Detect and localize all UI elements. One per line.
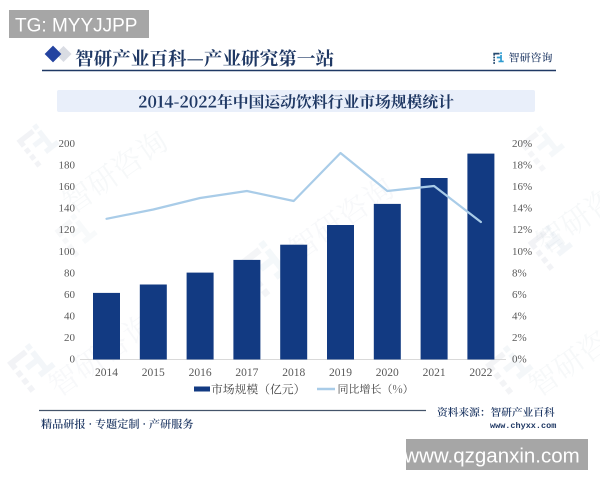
svg-text:140: 140 xyxy=(59,203,76,215)
svg-text:8%: 8% xyxy=(512,267,527,279)
svg-text:10%: 10% xyxy=(512,246,532,258)
svg-text:14%: 14% xyxy=(512,203,532,215)
svg-text:2016: 2016 xyxy=(189,367,212,379)
svg-text:40: 40 xyxy=(64,310,76,322)
svg-text:4%: 4% xyxy=(512,310,527,322)
svg-text:80: 80 xyxy=(64,267,76,279)
svg-text:160: 160 xyxy=(59,181,76,193)
svg-text:TG: MYYJJPP: TG: MYYJJPP xyxy=(15,16,137,37)
svg-text:120: 120 xyxy=(59,224,76,236)
svg-text:2017: 2017 xyxy=(235,367,258,379)
svg-text:www.qzganxin.com: www.qzganxin.com xyxy=(403,445,579,468)
svg-text:12%: 12% xyxy=(512,224,532,236)
svg-text:6%: 6% xyxy=(512,289,527,301)
svg-text:2018: 2018 xyxy=(282,367,305,379)
svg-text:60: 60 xyxy=(64,289,76,301)
svg-text:20: 20 xyxy=(64,332,76,344)
svg-text:2015: 2015 xyxy=(142,367,165,379)
svg-text:0: 0 xyxy=(70,354,76,366)
svg-text:www.chyxx.com: www.chyxx.com xyxy=(490,421,556,431)
svg-text:20%: 20% xyxy=(512,138,532,150)
svg-text:2014: 2014 xyxy=(95,367,118,379)
svg-text:2020: 2020 xyxy=(376,367,399,379)
svg-text:2022: 2022 xyxy=(469,367,492,379)
svg-text:18%: 18% xyxy=(512,160,532,172)
svg-text:2019: 2019 xyxy=(329,367,352,379)
svg-text:2%: 2% xyxy=(512,332,527,344)
svg-text:180: 180 xyxy=(59,160,76,172)
svg-text:200: 200 xyxy=(59,138,76,150)
svg-text:16%: 16% xyxy=(512,181,532,193)
svg-text:2021: 2021 xyxy=(423,367,446,379)
svg-text:0%: 0% xyxy=(512,354,527,366)
svg-text:100: 100 xyxy=(59,246,76,258)
